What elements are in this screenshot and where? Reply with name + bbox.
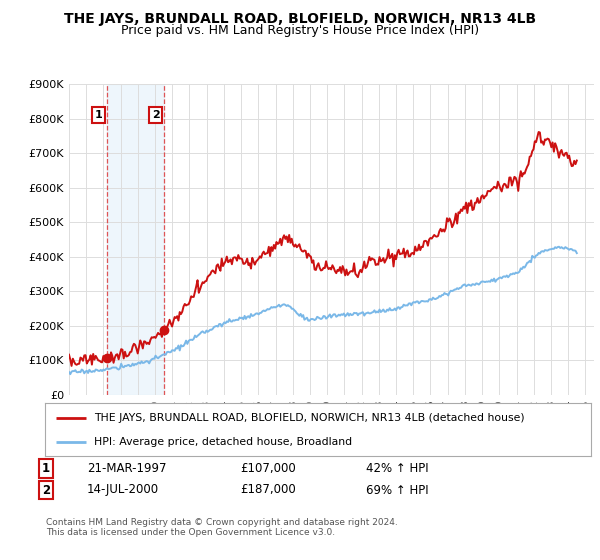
Text: THE JAYS, BRUNDALL ROAD, BLOFIELD, NORWICH, NR13 4LB (detached house): THE JAYS, BRUNDALL ROAD, BLOFIELD, NORWI… <box>94 413 525 423</box>
Text: 21-MAR-1997: 21-MAR-1997 <box>87 462 167 475</box>
Text: HPI: Average price, detached house, Broadland: HPI: Average price, detached house, Broa… <box>94 436 352 446</box>
Text: 1: 1 <box>42 462 50 475</box>
Text: 69% ↑ HPI: 69% ↑ HPI <box>366 483 428 497</box>
Text: Price paid vs. HM Land Registry's House Price Index (HPI): Price paid vs. HM Land Registry's House … <box>121 24 479 37</box>
Text: 2: 2 <box>152 110 160 120</box>
Bar <box>107 84 164 395</box>
Text: THE JAYS, BRUNDALL ROAD, BLOFIELD, NORWICH, NR13 4LB: THE JAYS, BRUNDALL ROAD, BLOFIELD, NORWI… <box>64 12 536 26</box>
Text: 2: 2 <box>42 483 50 497</box>
Text: 1: 1 <box>95 110 103 120</box>
Text: 14-JUL-2000: 14-JUL-2000 <box>87 483 159 497</box>
Text: 42% ↑ HPI: 42% ↑ HPI <box>366 462 428 475</box>
Text: £187,000: £187,000 <box>240 483 296 497</box>
Text: Contains HM Land Registry data © Crown copyright and database right 2024.
This d: Contains HM Land Registry data © Crown c… <box>46 518 398 538</box>
Text: £107,000: £107,000 <box>240 462 296 475</box>
